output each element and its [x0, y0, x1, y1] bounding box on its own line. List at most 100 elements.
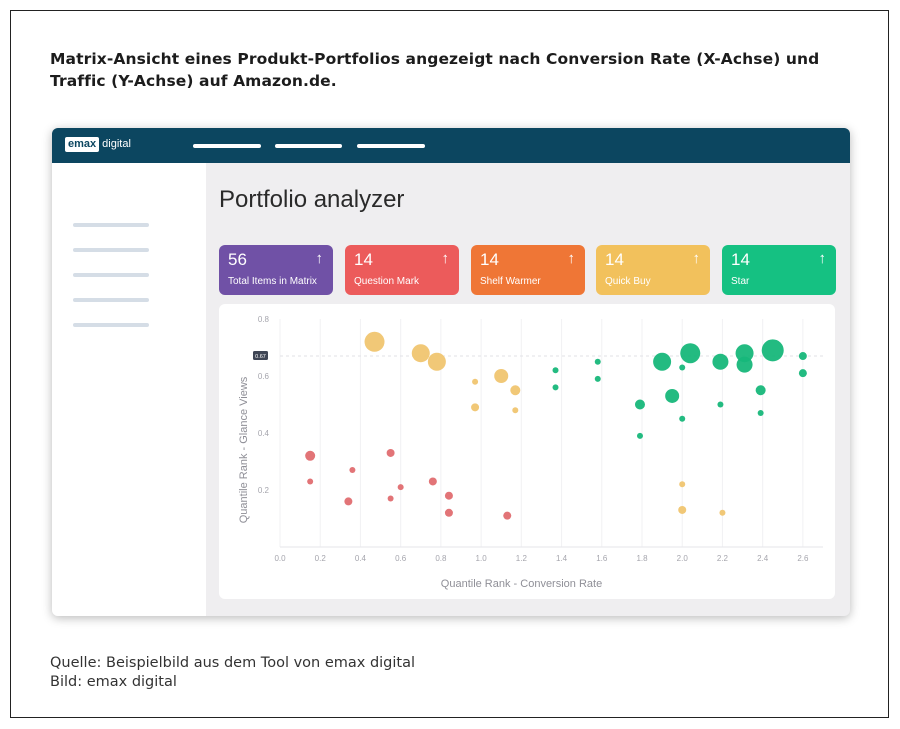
star-point — [798, 352, 807, 361]
top-navigation-bar: emax digital — [52, 128, 850, 163]
figure-frame — [10, 10, 889, 718]
figure-heading: Matrix-Ansicht eines Produkt-Portfolios … — [50, 48, 850, 92]
nav-item-2[interactable] — [275, 144, 342, 148]
question-mark-point — [305, 450, 316, 461]
sidebar-item-2[interactable] — [73, 248, 149, 252]
x-tick-label: 1.0 — [476, 554, 488, 563]
star-point — [636, 432, 643, 439]
card-label: Total Items in Matrix — [228, 276, 317, 287]
card-star[interactable]: 14 Star ↑ — [722, 245, 836, 295]
quick-buy-point — [678, 505, 687, 514]
question-mark-point — [387, 495, 394, 502]
arrow-up-icon: ↑ — [567, 250, 576, 267]
x-tick-label: 2.2 — [717, 554, 729, 563]
star-point — [665, 388, 680, 403]
star-point — [594, 358, 601, 365]
quick-buy-point — [411, 344, 430, 363]
question-mark-point — [349, 467, 356, 474]
card-shelf-warmer[interactable]: 14 Shelf Warmer ↑ — [471, 245, 585, 295]
sidebar-item-4[interactable] — [73, 298, 149, 302]
question-mark-point — [307, 478, 314, 485]
star-point — [594, 375, 601, 382]
sidebar-item-1[interactable] — [73, 223, 149, 227]
app-window: emax digital Portfolio analyzer 56 Total… — [52, 128, 850, 616]
question-mark-point — [386, 448, 395, 457]
y-tick-label: 0.6 — [258, 372, 270, 381]
reference-line-label: 0.67 — [255, 354, 266, 360]
quick-buy-point — [510, 385, 521, 396]
star-point — [552, 384, 559, 391]
star-point — [761, 339, 784, 362]
nav-item-1[interactable] — [193, 144, 261, 148]
arrow-up-icon: ↑ — [441, 250, 450, 267]
x-tick-label: 2.6 — [797, 554, 809, 563]
logo-text: digital — [102, 138, 131, 150]
card-value: 14 — [480, 250, 499, 269]
card-value: 56 — [228, 250, 247, 269]
x-tick-label: 1.8 — [636, 554, 648, 563]
quick-buy-point — [719, 509, 726, 516]
star-point — [679, 364, 686, 371]
scatter-chart[interactable]: 0.0 0.2 0.4 0.6 0.8 1.0 1.2 1.4 1.6 1.8 2.0 2.2 2.4 2… — [219, 304, 835, 599]
nav-item-3[interactable] — [357, 144, 425, 148]
question-mark-point — [503, 511, 512, 520]
card-label: Shelf Warmer — [480, 276, 541, 287]
x-tick-label: 0.2 — [315, 554, 327, 563]
x-tick-label: 0.8 — [435, 554, 447, 563]
x-tick-label: 1.6 — [596, 554, 608, 563]
question-mark-point — [444, 491, 453, 500]
image-credit-line: Bild: emax digital — [50, 674, 177, 690]
x-tick-label: 0.0 — [274, 554, 286, 563]
x-tick-label: 1.2 — [516, 554, 528, 563]
question-mark-point — [444, 508, 453, 517]
star-point — [552, 367, 559, 374]
quick-buy-point — [494, 369, 509, 383]
star-point — [735, 344, 754, 363]
star-point — [798, 369, 807, 378]
card-question-mark[interactable]: 14 Question Mark ↑ — [345, 245, 459, 295]
quick-buy-point — [364, 331, 385, 352]
x-tick-label: 0.6 — [395, 554, 407, 563]
sidebar-item-3[interactable] — [73, 273, 149, 277]
x-tick-label: 0.4 — [355, 554, 367, 563]
star-point — [712, 353, 729, 370]
card-value: 14 — [354, 250, 373, 269]
question-mark-point — [344, 497, 353, 506]
card-label: Quick Buy — [605, 276, 651, 287]
emax-logo[interactable]: emax digital — [65, 137, 131, 152]
figure-footer: Quelle: Beispielbild aus dem Tool von em… — [50, 654, 415, 692]
star-point — [717, 401, 724, 408]
y-tick-label: 0.2 — [258, 486, 270, 495]
arrow-up-icon: ↑ — [692, 250, 701, 267]
star-point — [680, 343, 701, 364]
chart-panel: 0.0 0.2 0.4 0.6 0.8 1.0 1.2 1.4 1.6 1.8 2.0 2.2 2.4 2… — [219, 304, 835, 599]
reference-line-badge — [253, 351, 268, 361]
card-total-items[interactable]: 56 Total Items in Matrix ↑ — [219, 245, 333, 295]
card-value: 14 — [731, 250, 750, 269]
sidebar-item-5[interactable] — [73, 323, 149, 327]
x-tick-label: 2.0 — [677, 554, 689, 563]
quick-buy-point — [679, 481, 686, 488]
question-mark-point — [428, 477, 437, 486]
x-tick-label: 2.4 — [757, 554, 769, 563]
y-axis-label: Quantile Rank - Glance Views — [238, 376, 250, 523]
star-point — [755, 385, 766, 396]
sidebar — [52, 163, 206, 616]
star-point — [634, 399, 645, 410]
logo-box: emax — [65, 137, 100, 152]
quick-buy-point — [512, 407, 519, 414]
star-point — [757, 410, 764, 417]
card-quick-buy[interactable]: 14 Quick Buy ↑ — [596, 245, 710, 295]
y-tick-label: 0.4 — [258, 429, 270, 438]
quick-buy-point — [471, 403, 480, 412]
star-point — [679, 415, 686, 422]
star-point — [653, 352, 672, 371]
quick-buy-point — [427, 352, 446, 371]
x-tick-label: 1.4 — [556, 554, 568, 563]
card-value: 14 — [605, 250, 624, 269]
card-label: Question Mark — [354, 276, 420, 287]
card-label: Star — [731, 276, 750, 287]
quick-buy-point — [472, 378, 479, 385]
x-axis-label: Quantile Rank - Conversion Rate — [441, 578, 602, 590]
source-line: Quelle: Beispielbild aus dem Tool von em… — [50, 655, 416, 671]
